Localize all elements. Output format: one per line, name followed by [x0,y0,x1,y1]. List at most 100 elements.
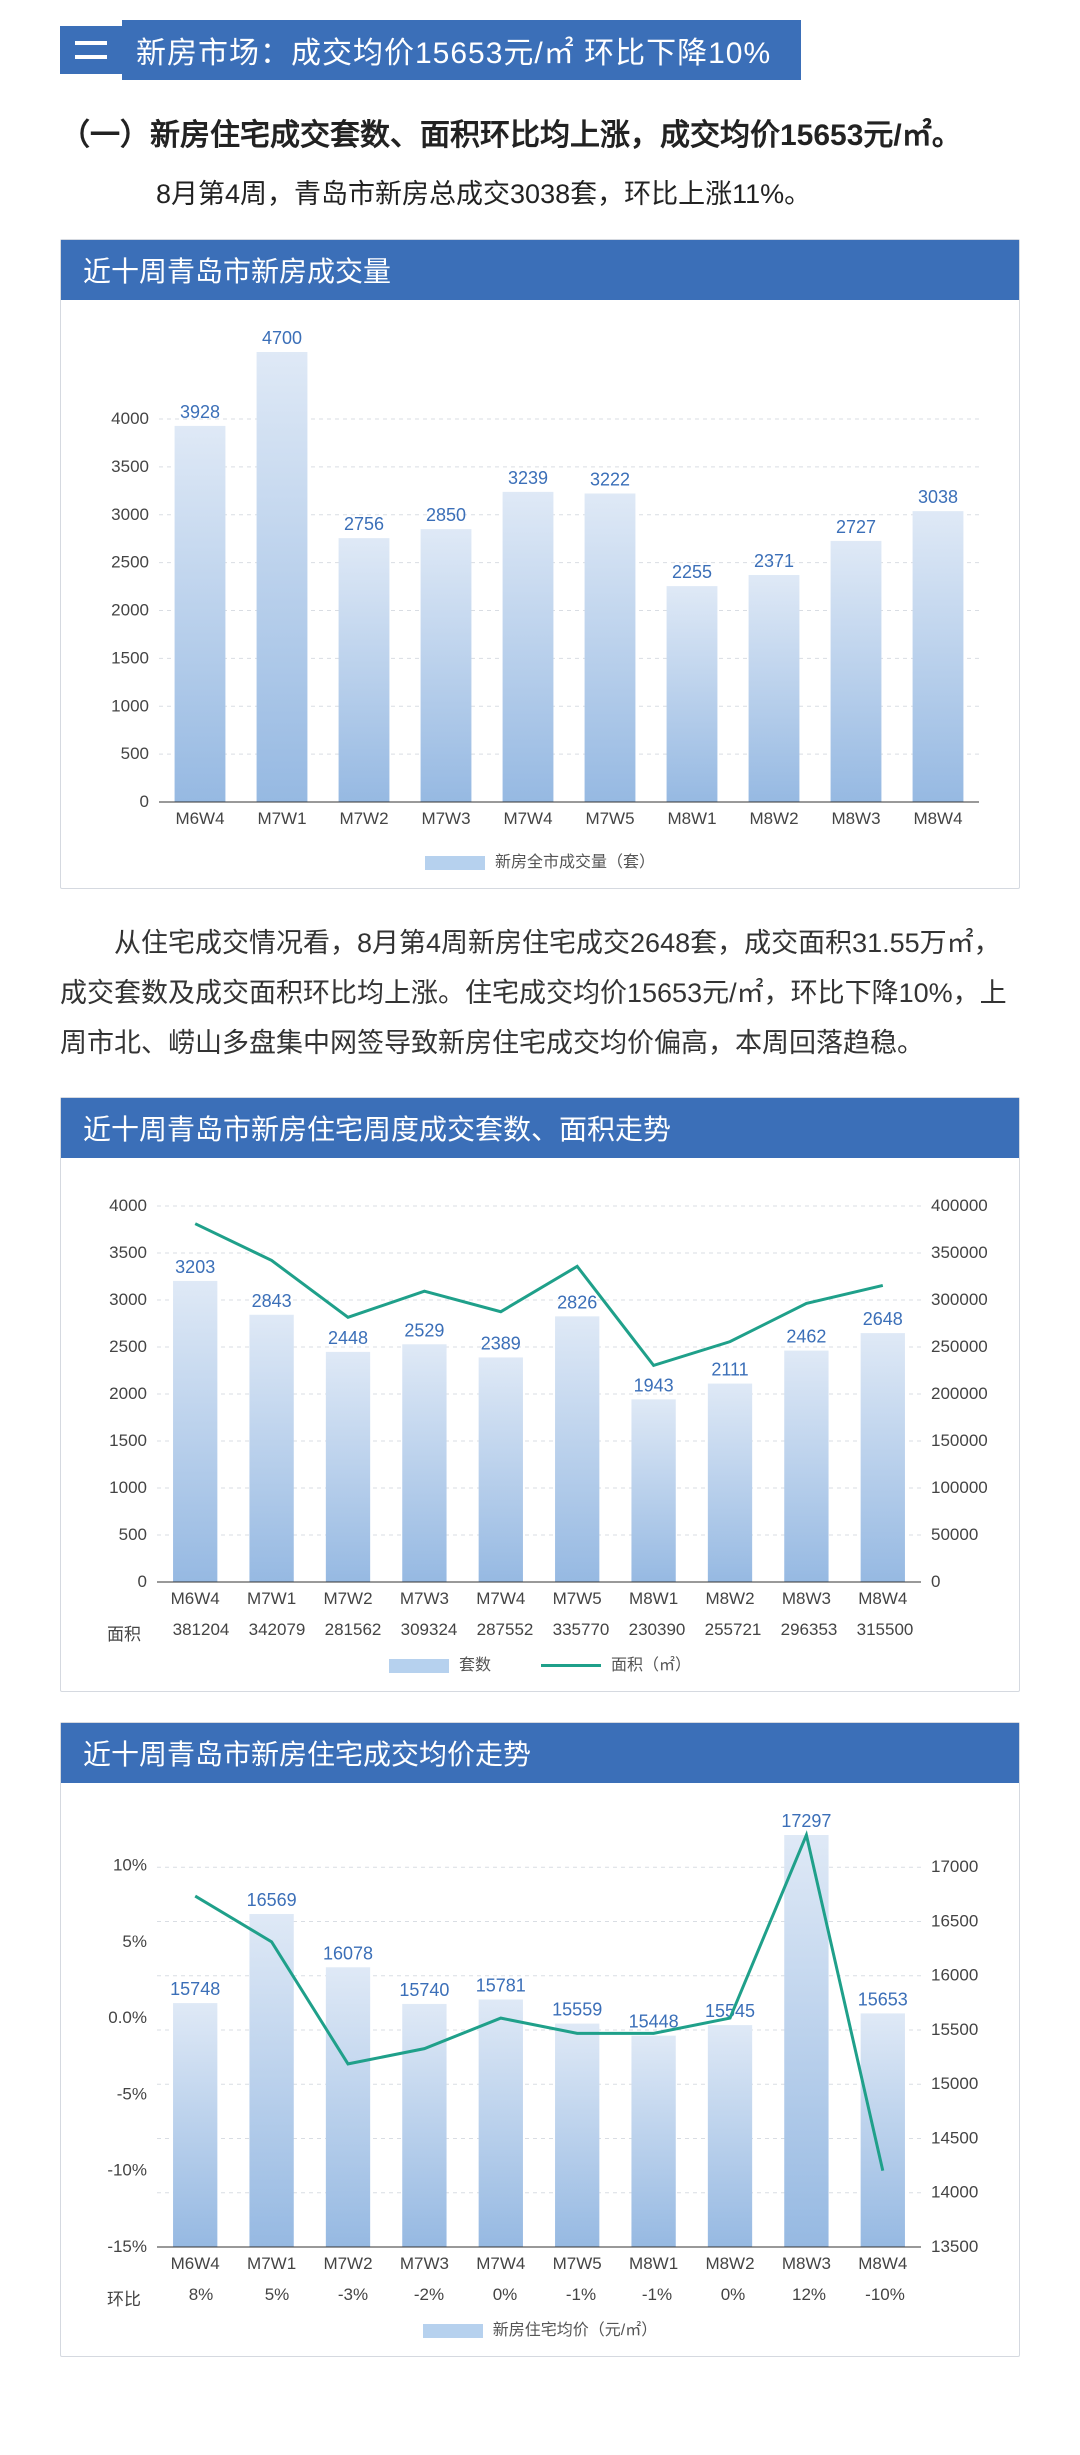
svg-text:15559: 15559 [552,1999,602,2019]
svg-text:0: 0 [138,1572,147,1591]
svg-text:3500: 3500 [109,1243,147,1262]
svg-text:-10%: -10% [107,2161,147,2180]
svg-text:M8W1: M8W1 [629,1589,678,1608]
svg-text:1000: 1000 [111,696,149,715]
svg-text:3239: 3239 [508,468,548,488]
svg-text:M8W3: M8W3 [782,2254,831,2273]
svg-text:10%: 10% [113,1855,147,1874]
svg-text:M8W4: M8W4 [913,809,962,828]
subsection-heading: （一）新房住宅成交套数、面积环比均上涨，成交均价15653元/㎡。 [60,110,1020,154]
chart2-legend: 套数 面积（㎡） [79,1651,1001,1675]
svg-text:2000: 2000 [111,601,149,620]
svg-text:2843: 2843 [252,1291,292,1311]
chart2-row-labels: 面积38120434207928156230932428755233577023… [79,1620,1001,1645]
svg-text:17000: 17000 [931,1857,978,1876]
chart2-legend-line: 面积（㎡） [611,1657,691,1674]
chart3-row-labels: 环比8%5%-3%-2%0%-1%-1%0%12%-10% [79,2285,1001,2310]
svg-text:16500: 16500 [931,1911,978,1930]
chart2-card: 近十周青岛市新房住宅周度成交套数、面积走势 0 500 1000 1500 2000 25… [60,1097,1020,1692]
svg-text:2756: 2756 [344,514,384,534]
svg-text:4000: 4000 [111,409,149,428]
svg-text:2462: 2462 [786,1326,826,1346]
svg-text:1500: 1500 [111,648,149,667]
svg-text:3000: 3000 [109,1290,147,1309]
chart1-legend: 新房全市成交量（套） [79,848,1001,872]
svg-text:M6W4: M6W4 [171,1589,220,1608]
svg-text:2000: 2000 [109,1384,147,1403]
svg-text:2448: 2448 [328,1328,368,1348]
chart1-title: 近十周青岛市新房成交量 [61,240,1019,300]
svg-text:M6W4: M6W4 [175,809,224,828]
svg-text:3000: 3000 [111,505,149,524]
chart3-card: 近十周青岛市新房住宅成交均价走势 13500140001450015000155… [60,1722,1020,2357]
svg-text:3222: 3222 [590,470,630,490]
chart3-title: 近十周青岛市新房住宅成交均价走势 [61,1723,1019,1783]
svg-text:-5%: -5% [117,2084,147,2103]
svg-text:2371: 2371 [754,551,794,571]
svg-text:2648: 2648 [863,1309,903,1329]
section-badge [60,26,122,74]
svg-text:5%: 5% [122,1932,147,1951]
svg-text:15781: 15781 [476,1975,526,1995]
subsection-line: 8月第4周，青岛市新房总成交3038套，环比上涨11%。 [156,172,1020,211]
svg-text:2529: 2529 [404,1320,444,1340]
svg-text:M7W2: M7W2 [339,809,388,828]
chart2-title: 近十周青岛市新房住宅周度成交套数、面积走势 [61,1098,1019,1158]
svg-text:3928: 3928 [180,402,220,422]
chart1-legend-label: 新房全市成交量（套） [495,854,655,871]
svg-text:M8W4: M8W4 [858,2254,907,2273]
svg-text:0: 0 [931,1572,940,1591]
svg-text:500: 500 [119,1525,147,1544]
svg-text:-15%: -15% [107,2237,147,2256]
svg-text:M8W2: M8W2 [749,809,798,828]
svg-text:300000: 300000 [931,1290,988,1309]
svg-text:2111: 2111 [711,1359,748,1379]
svg-text:M7W5: M7W5 [553,1589,602,1608]
svg-text:M7W3: M7W3 [421,809,470,828]
svg-text:250000: 250000 [931,1337,988,1356]
svg-text:16000: 16000 [931,1966,978,1985]
chart2-svg: 0500100015002000250030003500400005000010… [79,1180,999,1620]
svg-text:M7W5: M7W5 [553,2254,602,2273]
svg-text:M7W3: M7W3 [400,2254,449,2273]
svg-text:200000: 200000 [931,1384,988,1403]
svg-text:M8W2: M8W2 [705,2254,754,2273]
svg-text:3203: 3203 [175,1257,215,1277]
svg-text:13500: 13500 [931,2237,978,2256]
svg-text:100000: 100000 [931,1478,988,1497]
svg-text:150000: 150000 [931,1431,988,1450]
svg-text:M7W5: M7W5 [585,809,634,828]
svg-text:16078: 16078 [323,1943,373,1963]
svg-text:3500: 3500 [111,457,149,476]
svg-text:2727: 2727 [836,517,876,537]
svg-text:2850: 2850 [426,505,466,525]
svg-text:M7W4: M7W4 [476,2254,525,2273]
svg-text:17297: 17297 [781,1811,831,1831]
chart2-legend-bar: 套数 [459,1657,491,1674]
svg-text:2389: 2389 [481,1333,521,1353]
svg-text:M8W2: M8W2 [705,1589,754,1608]
svg-text:M7W2: M7W2 [323,2254,372,2273]
svg-text:50000: 50000 [931,1525,978,1544]
svg-text:15748: 15748 [170,1979,220,1999]
chart3-legend-label: 新房住宅均价（元/㎡） [493,2322,657,2339]
svg-text:15740: 15740 [399,1980,449,2000]
svg-text:M7W4: M7W4 [476,1589,525,1608]
svg-text:2826: 2826 [557,1292,597,1312]
svg-text:2255: 2255 [672,562,712,582]
svg-text:M7W3: M7W3 [400,1589,449,1608]
section-title: 新房市场：成交均价15653元/㎡ 环比下降10% [122,20,801,80]
svg-text:500: 500 [121,744,149,763]
svg-text:14000: 14000 [931,2183,978,2202]
svg-text:400000: 400000 [931,1196,988,1215]
svg-text:0: 0 [140,792,149,811]
svg-text:M7W4: M7W4 [503,809,552,828]
svg-text:1000: 1000 [109,1478,147,1497]
svg-text:M8W4: M8W4 [858,1589,907,1608]
paragraph-1: 从住宅成交情况看，8月第4周新房住宅成交2648套，成交面积31.55万㎡，成交… [60,919,1020,1069]
svg-text:1500: 1500 [109,1431,147,1450]
svg-text:M8W1: M8W1 [667,809,716,828]
svg-text:M7W1: M7W1 [257,809,306,828]
svg-text:15000: 15000 [931,2074,978,2093]
svg-text:4000: 4000 [109,1196,147,1215]
